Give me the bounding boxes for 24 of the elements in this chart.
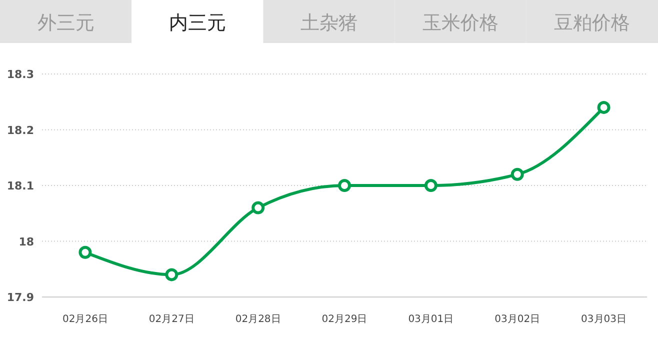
x-tick-label: 03月01日 bbox=[408, 314, 454, 325]
y-tick-label: 18.2 bbox=[6, 124, 34, 137]
point bbox=[424, 179, 438, 192]
point bbox=[78, 246, 92, 259]
x-tick-label: 02月26日 bbox=[62, 314, 108, 325]
text: 土杂猪 bbox=[300, 12, 358, 34]
y-tick-label: 18.3 bbox=[6, 68, 34, 81]
x-tick-label: 02月28日 bbox=[235, 314, 281, 325]
text: 豆粕价格 bbox=[554, 12, 630, 34]
point bbox=[510, 168, 524, 181]
x-tick-label: 03月03日 bbox=[581, 314, 627, 325]
point bbox=[597, 100, 610, 114]
chart-title: 内三元 bbox=[168, 12, 226, 34]
y-tick-label: 17.9 bbox=[6, 291, 34, 304]
point bbox=[165, 268, 178, 282]
text: 外三元 bbox=[37, 12, 94, 34]
x-tick-label: 03月02日 bbox=[494, 314, 540, 325]
point bbox=[338, 179, 351, 192]
text: 玉米价格 bbox=[422, 12, 499, 34]
y-tick-label: 18 bbox=[18, 235, 34, 248]
x-tick-label: 02月27日 bbox=[148, 314, 194, 325]
y-tick-label: 18.1 bbox=[6, 180, 34, 192]
point bbox=[252, 201, 265, 214]
x-tick-label: 02月29日 bbox=[322, 314, 368, 325]
